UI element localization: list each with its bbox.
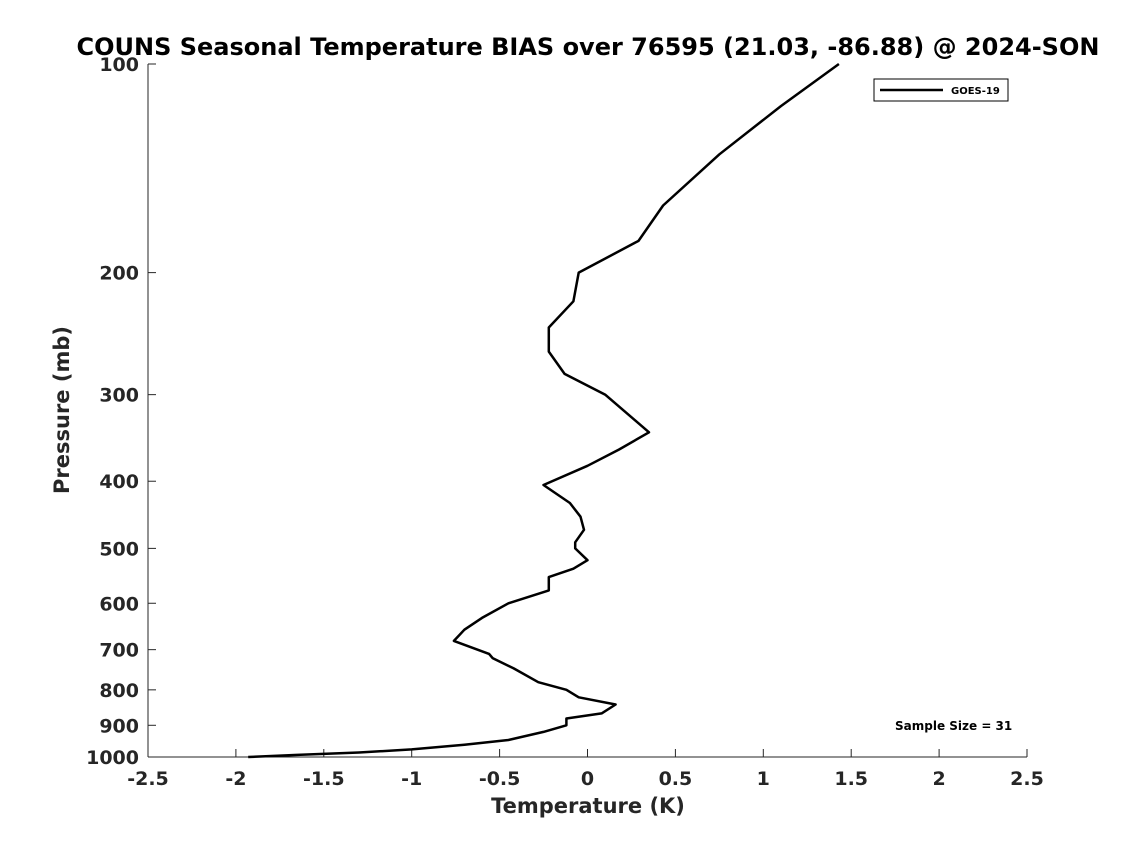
x-tick-label-1: -2	[225, 768, 246, 790]
x-tick-label-6: 0.5	[659, 768, 693, 790]
y-tick-label-4: 500	[99, 538, 139, 560]
plot-area: -2.5 -2 -1.5 -1 -0.5 0 0.5 1 1.5 2 2.5 100 200 300 40…	[86, 54, 1044, 790]
x-tick-label-8: 1.5	[834, 768, 868, 790]
x-tick-label-4: -0.5	[479, 768, 521, 790]
x-tick-label-10: 2.5	[1010, 768, 1044, 790]
y-tick-label-0: 100	[99, 54, 139, 76]
legend: GOES-19	[873, 78, 1009, 102]
y-tick-label-8: 900	[99, 715, 139, 737]
x-tick-label-7: 1	[757, 768, 770, 790]
y-axis-label: Pressure (mb)	[50, 326, 74, 494]
y-tick-label-1: 200	[99, 263, 139, 285]
y-tick-label-3: 400	[99, 471, 139, 493]
x-tick-label-9: 2	[932, 768, 945, 790]
y-tick-label-5: 600	[99, 593, 139, 615]
x-tick-label-5: 0	[581, 768, 594, 790]
series-line-goes-19	[248, 62, 840, 759]
legend-label-goes-19: GOES-19	[951, 86, 1000, 97]
y-tick-label-7: 800	[99, 680, 139, 702]
y-tick-label-6: 700	[99, 640, 139, 662]
series-layer	[248, 62, 840, 759]
y-tick-label-9: 1000	[86, 747, 139, 769]
chart-title: COUNS Seasonal Temperature BIAS over 765…	[77, 33, 1100, 61]
y-ticks: 100 200 300 400 500 600 700 800 900 1000	[86, 54, 156, 769]
x-axis-label: Temperature (K)	[491, 794, 685, 818]
sample-size-annotation: Sample Size = 31	[895, 719, 1012, 733]
y-tick-label-2: 300	[99, 385, 139, 407]
x-ticks: -2.5 -2 -1.5 -1 -0.5 0 0.5 1 1.5 2 2.5	[127, 749, 1044, 790]
x-tick-label-0: -2.5	[127, 768, 169, 790]
x-tick-label-3: -1	[401, 768, 422, 790]
x-tick-label-2: -1.5	[303, 768, 345, 790]
